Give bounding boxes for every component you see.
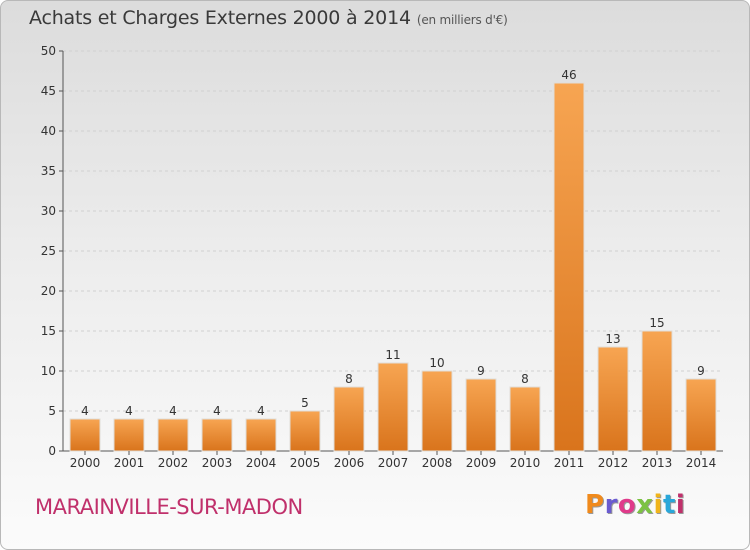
- x-tick-label: 2011: [554, 456, 585, 470]
- y-tick-label: 45: [41, 84, 56, 98]
- x-tick-label: 2005: [290, 456, 321, 470]
- bar-2003: [201, 418, 233, 452]
- y-tick-label: 40: [41, 124, 56, 138]
- logo-letter: x: [636, 490, 654, 520]
- x-tick-label: 2010: [510, 456, 541, 470]
- bar-2002: [157, 418, 189, 452]
- logo-letter: i: [653, 490, 663, 520]
- chart-subtitle: (en milliers d'€): [416, 13, 508, 27]
- data-label: 8: [345, 372, 353, 386]
- proxiti-logo: Proxiti: [585, 490, 685, 520]
- chart-title: Achats et Charges Externes 2000 à 2014: [29, 7, 411, 29]
- data-label: 4: [169, 404, 177, 418]
- x-tick-label: 2007: [378, 456, 409, 470]
- bar-2011: [553, 82, 585, 452]
- y-tick-label: 50: [41, 44, 56, 58]
- data-label: 5: [301, 396, 309, 410]
- data-label: 15: [649, 316, 664, 330]
- x-tick-label: 2004: [246, 456, 277, 470]
- bar-2014: [685, 378, 717, 452]
- bar-2009: [465, 378, 497, 452]
- y-tick-label: 10: [41, 364, 56, 378]
- bar-2005: [289, 410, 321, 452]
- bar-2007: [377, 362, 409, 452]
- logo-letter: i: [675, 490, 686, 520]
- bar-2012: [597, 346, 629, 452]
- bar-2006: [333, 386, 365, 452]
- chart-title-row: Achats et Charges Externes 2000 à 2014 (e…: [29, 7, 508, 29]
- logo-letter: r: [604, 490, 618, 520]
- data-label: 10: [429, 356, 444, 370]
- data-label: 8: [521, 372, 529, 386]
- y-tick-label: 35: [41, 164, 56, 178]
- x-tick-label: 2013: [642, 456, 673, 470]
- data-label: 11: [385, 348, 400, 362]
- y-tick-label: 0: [48, 444, 56, 458]
- y-tick-label: 5: [48, 404, 56, 418]
- data-label: 9: [477, 364, 485, 378]
- x-tick-label: 2006: [334, 456, 365, 470]
- y-tick-label: 20: [41, 284, 56, 298]
- bar-2013: [641, 330, 673, 452]
- y-tick-label: 25: [41, 244, 56, 258]
- y-tick-label: 30: [41, 204, 56, 218]
- logo-letter: t: [662, 490, 676, 520]
- x-tick-label: 2003: [202, 456, 233, 470]
- bar-2004: [245, 418, 277, 452]
- data-label: 13: [605, 332, 620, 346]
- x-tick-label: 2002: [158, 456, 189, 470]
- x-tick-label: 2012: [598, 456, 629, 470]
- y-tick-label: 15: [41, 324, 56, 338]
- x-tick-label: 2001: [114, 456, 145, 470]
- x-tick-label: 2009: [466, 456, 497, 470]
- x-tick-label: 2000: [70, 456, 101, 470]
- bar-2008: [421, 370, 453, 452]
- bar-2010: [509, 386, 541, 452]
- data-label: 4: [213, 404, 221, 418]
- bar-2000: [69, 418, 101, 452]
- logo-letter: P: [585, 490, 605, 520]
- logo-letter: o: [617, 490, 637, 520]
- data-label: 4: [125, 404, 133, 418]
- data-label: 46: [561, 68, 576, 82]
- commune-name: MARAINVILLE-SUR-MADON: [35, 495, 303, 519]
- data-label: 4: [81, 404, 89, 418]
- bar-2001: [113, 418, 145, 452]
- x-tick-label: 2008: [422, 456, 453, 470]
- x-tick-label: 2014: [686, 456, 717, 470]
- data-label: 4: [257, 404, 265, 418]
- data-label: 9: [697, 364, 705, 378]
